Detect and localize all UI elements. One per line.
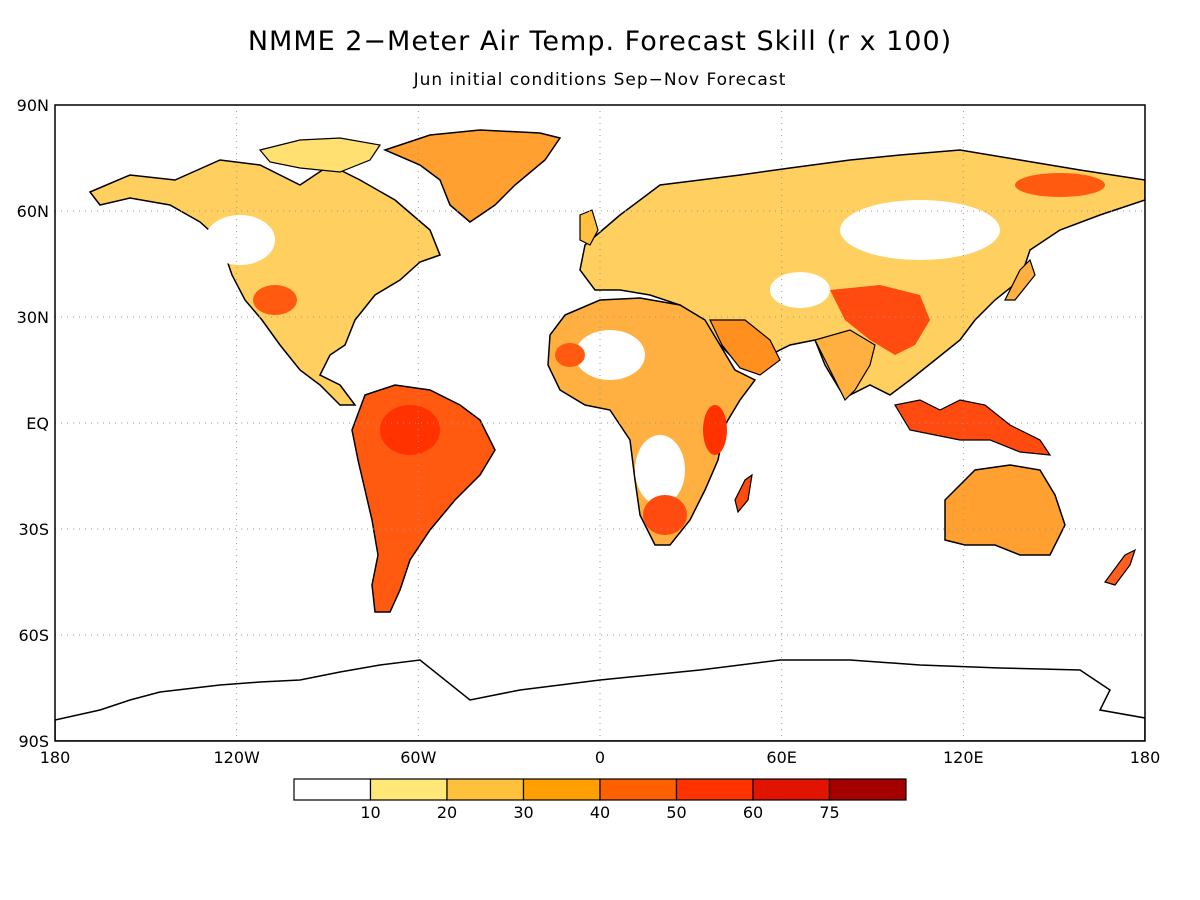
high-skill-patch <box>253 285 297 315</box>
new-zealand <box>1104 548 1137 586</box>
map-frame <box>54 104 1146 742</box>
antarctica <box>55 659 1145 741</box>
lat-tick-label: 30N <box>17 308 49 327</box>
china-hotspot <box>830 285 930 355</box>
madagascar <box>734 473 753 514</box>
north-america <box>88 159 441 406</box>
arabia <box>709 319 781 376</box>
low-skill-patch <box>205 215 275 265</box>
lat-tick-label: 60N <box>17 202 49 221</box>
colorbar-swatch <box>369 778 448 801</box>
lat-tick-label: 90N <box>17 96 49 115</box>
high-skill-patch <box>555 343 585 367</box>
india <box>814 329 876 402</box>
colorbar-tick-label: 10 <box>360 803 380 822</box>
lon-tick-label: 180 <box>40 748 71 767</box>
colorbar-tick-label: 50 <box>666 803 686 822</box>
lon-tick-label: 0 <box>595 748 605 767</box>
high-skill-patch <box>643 495 687 535</box>
colorbar-swatch <box>522 778 601 801</box>
japan <box>1004 258 1036 301</box>
colorbar-swatch <box>752 778 831 801</box>
colorbar-tick-label: 75 <box>819 803 839 822</box>
colorbar-tick-label: 60 <box>743 803 763 822</box>
colorbar-swatch <box>599 778 678 801</box>
colorbar-swatch <box>446 778 525 801</box>
colorbar-tick-label: 30 <box>513 803 533 822</box>
map-subtitle: Jun initial conditions Sep−Nov Forecast <box>413 70 787 90</box>
high-skill-patch <box>1015 173 1105 197</box>
colorbar-tick-label: 20 <box>437 803 457 822</box>
latitude-labels: 90N 60N 30N EQ 30S 60S 90S <box>17 96 49 751</box>
colorbar: 10 20 30 40 50 60 75 <box>293 778 907 822</box>
lat-tick-label: 30S <box>18 520 49 539</box>
indonesia <box>894 399 1052 456</box>
colorbar-swatch <box>675 778 754 801</box>
high-skill-patch <box>703 405 727 455</box>
lon-tick-label: 60W <box>400 748 436 767</box>
australia <box>944 464 1066 556</box>
low-skill-patch <box>575 330 645 380</box>
greenland <box>382 129 562 223</box>
map-title: NMME 2−Meter Air Temp. Forecast Skill (r… <box>247 26 953 57</box>
graticule <box>55 105 1145 741</box>
lat-tick-label: 60S <box>18 626 49 645</box>
lat-tick-label: 90S <box>18 732 49 751</box>
arctic-islands <box>258 137 382 173</box>
colorbar-swatch <box>293 778 372 801</box>
low-skill-patch <box>840 200 1000 260</box>
colorbar-tick-label: 40 <box>590 803 610 822</box>
lon-tick-label: 180 <box>1130 748 1161 767</box>
lon-tick-label: 120W <box>213 748 260 767</box>
low-skill-patch <box>770 272 830 308</box>
longitude-labels: 180 120W 60W 0 60E 120E 180 <box>40 748 1161 767</box>
lon-tick-label: 120E <box>943 748 984 767</box>
high-skill-patch <box>380 405 440 455</box>
lat-tick-label: EQ <box>26 414 49 433</box>
colorbar-swatch <box>828 778 907 801</box>
lon-tick-label: 60E <box>766 748 796 767</box>
low-skill-patch <box>635 435 685 505</box>
